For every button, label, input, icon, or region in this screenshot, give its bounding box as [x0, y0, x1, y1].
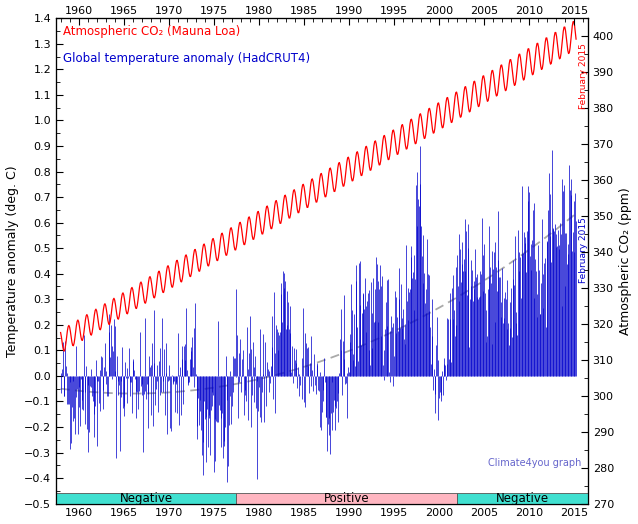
- Text: February 2015: February 2015: [579, 217, 588, 283]
- Text: Global temperature anomaly (HadCRUT4): Global temperature anomaly (HadCRUT4): [63, 51, 311, 64]
- Text: Atmospheric CO₂ (Mauna Loa): Atmospheric CO₂ (Mauna Loa): [63, 25, 241, 38]
- Y-axis label: Temperature anomaly (deg. C): Temperature anomaly (deg. C): [6, 165, 19, 357]
- Bar: [56, 493, 236, 504]
- Text: February 2015: February 2015: [579, 43, 588, 110]
- Bar: [236, 493, 457, 504]
- Text: Positive: Positive: [324, 492, 369, 505]
- Y-axis label: Atmospheric CO₂ (ppm): Atmospheric CO₂ (ppm): [619, 187, 632, 335]
- Bar: [457, 493, 588, 504]
- Text: Negative: Negative: [120, 492, 173, 505]
- Text: Negative: Negative: [496, 492, 549, 505]
- Text: Climate4you graph: Climate4you graph: [488, 458, 581, 468]
